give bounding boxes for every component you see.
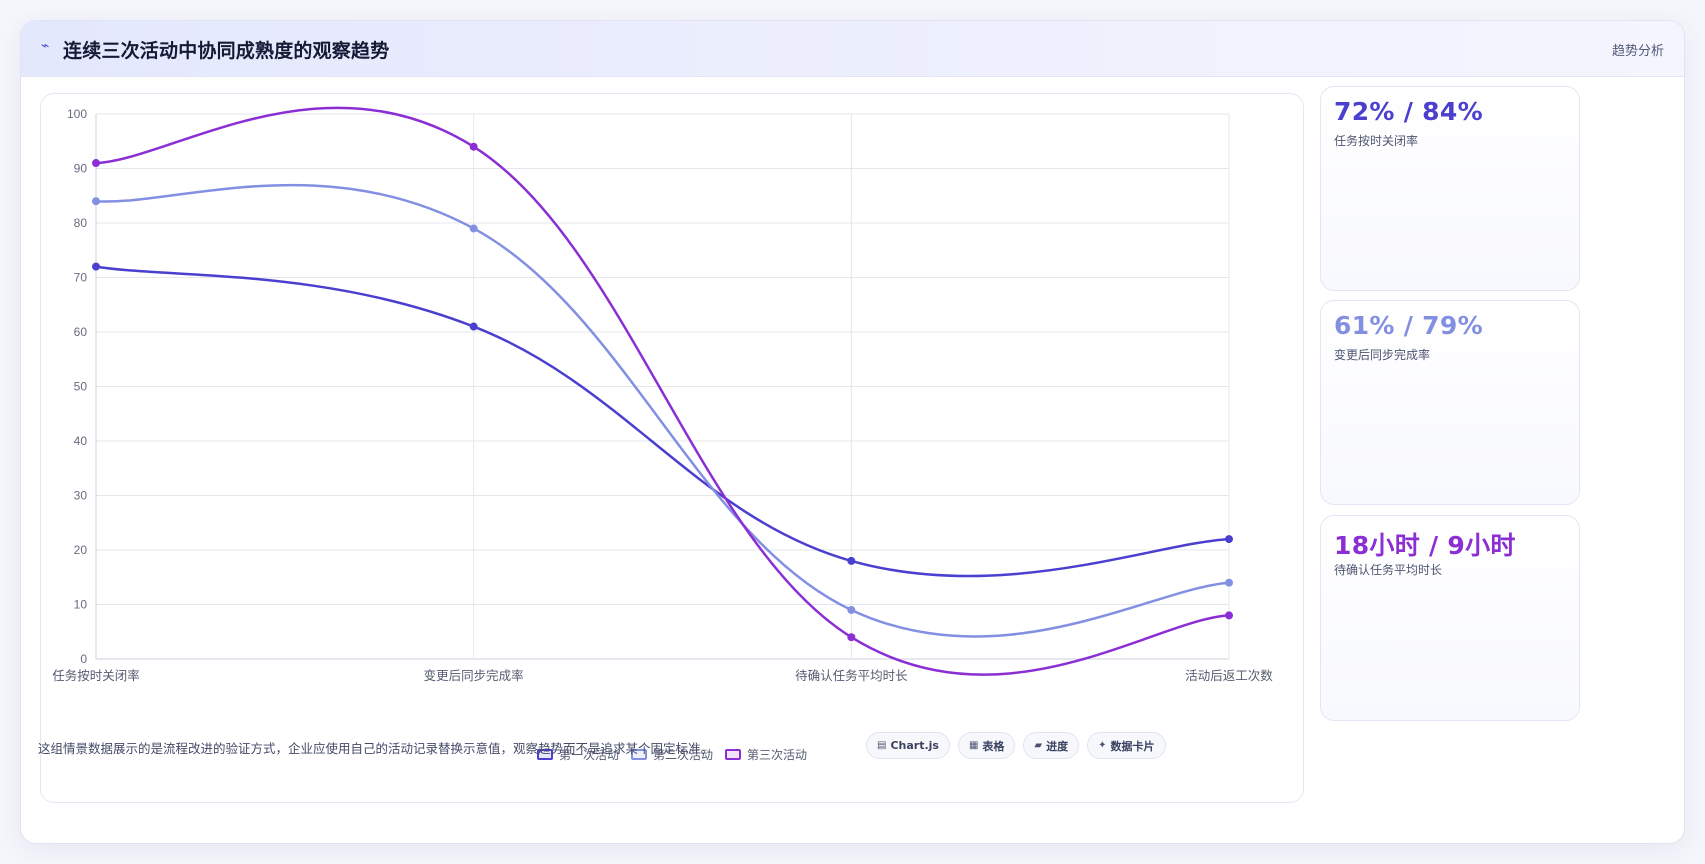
x-tick-label: 待确认任务平均时长	[795, 668, 908, 683]
table-icon: ▦	[968, 740, 979, 751]
series-line-3	[95, 106, 1230, 676]
y-tick-label: 50	[74, 380, 88, 394]
chart-icon: ▤	[877, 740, 887, 751]
legend-item[interactable]: 第三次活动	[725, 744, 807, 764]
legend-label: 第三次活动	[747, 747, 808, 762]
pill-table[interactable]: ▦ 表格	[957, 732, 1016, 759]
legend-swatch	[536, 748, 553, 760]
data-point	[92, 197, 100, 206]
card-header: ⌁ 连续三次活动中协同成熟度的观察趋势 趋势分析	[21, 21, 1684, 77]
stat-label: 待确认任务平均时长	[1334, 563, 1443, 577]
y-tick-label: 70	[74, 271, 88, 285]
stat-card-pending-duration: 18小时 / 9小时 待确认任务平均时长	[1320, 515, 1580, 721]
y-tick-label: 80	[74, 216, 88, 230]
x-tick-label: 变更后同步完成率	[424, 668, 524, 683]
pill-label: 数据卡片	[1110, 739, 1155, 753]
trend-icon: ⌁	[41, 38, 50, 54]
legend-label: 第一次活动	[558, 747, 619, 762]
pill-label: 表格	[982, 739, 1005, 753]
data-point	[469, 142, 478, 151]
pill-data-card[interactable]: ✦ 数据卡片	[1087, 732, 1166, 759]
chart-legend: 第一次活动 第二次活动 第三次活动	[41, 744, 1303, 764]
x-tick-label: 活动后返工次数	[1185, 668, 1273, 683]
stat-label: 任务按时关闭率	[1334, 134, 1419, 148]
card-icon: ✦	[1098, 740, 1107, 751]
stat-card-sync-rate: 61% / 79% 变更后同步完成率	[1320, 300, 1580, 505]
stat-value: 18小时 / 9小时	[1334, 531, 1516, 560]
data-point	[847, 605, 856, 614]
legend-item[interactable]: 第二次活动	[630, 744, 713, 764]
chart-card: ⌁ 连续三次活动中协同成熟度的观察趋势 趋势分析 0 10 20 30 40 50 60 70…	[20, 20, 1685, 844]
page-title: 连续三次活动中协同成熟度的观察趋势	[63, 40, 390, 62]
y-tick-label: 40	[74, 434, 88, 448]
data-point	[847, 556, 856, 565]
data-point	[1225, 611, 1233, 620]
pill-chartjs[interactable]: ▤ Chart.js	[866, 732, 950, 759]
progress-icon: ▰	[1034, 740, 1043, 751]
chart-panel: 0 10 20 30 40 50 60 70 80 90 100 任务按时关闭率 变更后同步完成率 待确认…	[40, 93, 1304, 803]
data-point	[1225, 535, 1233, 544]
pill-label: Chart.js	[890, 739, 939, 752]
legend-item[interactable]: 第一次活动	[536, 744, 619, 764]
y-tick-label: 10	[74, 598, 88, 612]
pill-label: 进度	[1046, 739, 1069, 753]
y-tick-label: 30	[74, 489, 88, 503]
y-tick-label: 20	[74, 543, 88, 557]
y-tick-label: 100	[67, 107, 87, 121]
pill-progress[interactable]: ▰ 进度	[1023, 732, 1080, 759]
x-tick-label: 任务按时关闭率	[52, 668, 140, 683]
series-line-1	[95, 265, 1230, 578]
stat-value: 61% / 79%	[1334, 311, 1483, 340]
data-point	[469, 322, 478, 331]
legend-swatch	[725, 748, 741, 760]
footer-note: 这组情景数据展示的是流程改进的验证方式，企业应使用自己的活动记录替换示意值，观察…	[38, 741, 714, 756]
y-tick-label: 0	[80, 652, 87, 666]
data-point	[1225, 578, 1233, 587]
series-line-2	[95, 183, 1230, 638]
data-point	[469, 224, 478, 233]
legend-label: 第二次活动	[652, 747, 713, 762]
y-tick-label: 90	[74, 162, 88, 176]
y-tick-label: 60	[74, 325, 88, 339]
tech-pills: ▤ Chart.js ▦ 表格 ▰ 进度 ✦ 数据卡片	[866, 732, 1166, 759]
stat-card-closure-rate: 72% / 84% 任务按时关闭率	[1320, 86, 1580, 291]
stat-value: 72% / 84%	[1334, 97, 1483, 126]
analysis-tag: 趋势分析	[1611, 44, 1664, 59]
line-chart: 0 10 20 30 40 50 60 70 80 90 100 任务按时关闭率 变更后同步完成率 待确认…	[52, 106, 1273, 683]
stat-label: 变更后同步完成率	[1334, 348, 1431, 362]
data-point	[92, 262, 100, 271]
legend-swatch	[630, 748, 647, 760]
data-point	[847, 633, 856, 642]
data-point	[92, 159, 100, 168]
